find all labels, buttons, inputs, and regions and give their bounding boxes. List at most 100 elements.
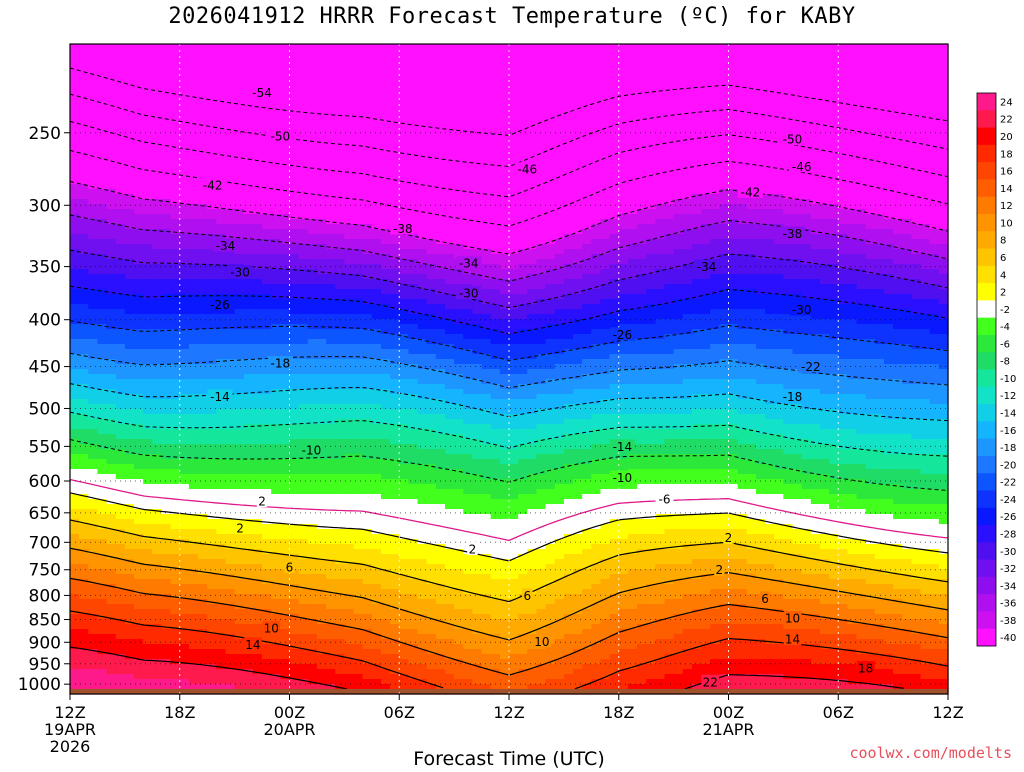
temperature-cell bbox=[234, 659, 245, 665]
temperature-cell bbox=[97, 174, 108, 180]
temperature-cell bbox=[280, 54, 291, 60]
temperature-cell bbox=[170, 634, 181, 640]
temperature-cell bbox=[417, 314, 428, 320]
temperature-cell bbox=[79, 304, 89, 310]
temperature-cell bbox=[280, 409, 291, 415]
temperature-cell bbox=[70, 419, 80, 425]
temperature-cell bbox=[262, 249, 272, 255]
temperature-cell bbox=[170, 649, 181, 655]
temperature-cell bbox=[234, 559, 245, 565]
temperature-cell bbox=[326, 179, 336, 185]
temperature-cell bbox=[143, 189, 153, 195]
temperature-cell bbox=[307, 249, 318, 255]
temperature-cell bbox=[298, 404, 309, 410]
temperature-cell bbox=[70, 324, 80, 330]
temperature-cell bbox=[106, 49, 117, 55]
temperature-cell bbox=[134, 199, 144, 205]
temperature-cell bbox=[316, 234, 327, 240]
temperature-cell bbox=[225, 404, 236, 410]
temperature-cell bbox=[289, 294, 300, 300]
temperature-cell bbox=[115, 154, 126, 160]
temperature-cell bbox=[124, 124, 135, 130]
temperature-cell bbox=[298, 589, 309, 595]
temperature-cell bbox=[289, 59, 300, 65]
temperature-cell bbox=[234, 664, 245, 670]
temperature-cell bbox=[326, 544, 336, 550]
temperature-cell bbox=[225, 169, 236, 175]
temperature-cell bbox=[216, 414, 227, 420]
temperature-cell bbox=[316, 329, 327, 335]
temperature-cell bbox=[124, 299, 135, 305]
temperature-cell bbox=[371, 89, 382, 95]
temperature-cell bbox=[390, 684, 400, 690]
temperature-cell bbox=[70, 634, 80, 640]
temperature-cell bbox=[362, 119, 373, 125]
temperature-cell bbox=[353, 339, 364, 345]
temperature-cell bbox=[316, 154, 327, 160]
temperature-cell bbox=[124, 389, 135, 395]
temperature-cell bbox=[70, 279, 80, 285]
temperature-cell bbox=[335, 59, 345, 65]
temperature-cell bbox=[280, 469, 291, 475]
temperature-cell bbox=[170, 239, 181, 245]
temperature-cell bbox=[344, 509, 355, 515]
temperature-cell bbox=[362, 339, 373, 345]
temperature-cell bbox=[280, 439, 291, 445]
temperature-cell bbox=[316, 649, 327, 655]
temperature-cell bbox=[234, 69, 245, 75]
temperature-cell bbox=[335, 139, 345, 145]
temperature-cell bbox=[344, 84, 355, 90]
temperature-cell bbox=[152, 554, 163, 560]
temperature-cell bbox=[97, 634, 108, 640]
temperature-cell bbox=[79, 424, 89, 430]
temperature-cell bbox=[198, 254, 208, 260]
temperature-cell bbox=[198, 84, 208, 90]
temperature-cell bbox=[106, 159, 117, 165]
temperature-cell bbox=[106, 534, 117, 540]
temperature-cell bbox=[353, 604, 364, 610]
temperature-cell bbox=[262, 79, 272, 85]
temperature-cell bbox=[353, 584, 364, 590]
temperature-cell bbox=[207, 234, 217, 240]
temperature-cell bbox=[390, 114, 400, 120]
temperature-cell bbox=[316, 584, 327, 590]
temperature-cell bbox=[207, 679, 217, 685]
temperature-cell bbox=[353, 344, 364, 350]
temperature-cell bbox=[143, 664, 153, 670]
temperature-cell bbox=[124, 489, 135, 495]
temperature-cell bbox=[88, 424, 99, 430]
temperature-cell bbox=[70, 464, 80, 470]
temperature-cell bbox=[179, 499, 190, 505]
temperature-cell bbox=[152, 379, 163, 385]
temperature-cell bbox=[161, 154, 172, 160]
temperature-cell bbox=[353, 549, 364, 555]
temperature-cell bbox=[115, 504, 126, 510]
temperature-cell bbox=[88, 444, 99, 450]
temperature-cell bbox=[262, 429, 272, 435]
temperature-cell bbox=[362, 69, 373, 75]
temperature-cell bbox=[243, 564, 254, 570]
temperature-cell bbox=[353, 664, 364, 670]
temperature-cell bbox=[79, 604, 89, 610]
temperature-cell bbox=[362, 644, 373, 650]
temperature-cell bbox=[97, 339, 108, 345]
temperature-cell bbox=[399, 434, 409, 440]
temperature-cell bbox=[234, 219, 245, 225]
temperature-cell bbox=[326, 59, 336, 65]
temperature-cell bbox=[252, 394, 263, 400]
temperature-cell bbox=[198, 384, 208, 390]
temperature-cell bbox=[97, 604, 108, 610]
temperature-cell bbox=[271, 419, 281, 425]
temperature-cell bbox=[179, 659, 190, 665]
temperature-cell bbox=[207, 634, 217, 640]
temperature-cell bbox=[280, 59, 291, 65]
temperature-cell bbox=[262, 679, 272, 685]
temperature-cell bbox=[106, 149, 117, 155]
temperature-cell bbox=[188, 234, 199, 240]
temperature-cell bbox=[79, 154, 89, 160]
temperature-cell bbox=[134, 74, 144, 80]
temperature-cell bbox=[134, 649, 144, 655]
temperature-cell bbox=[408, 44, 419, 50]
temperature-cell bbox=[344, 639, 355, 645]
temperature-cell bbox=[225, 144, 236, 150]
